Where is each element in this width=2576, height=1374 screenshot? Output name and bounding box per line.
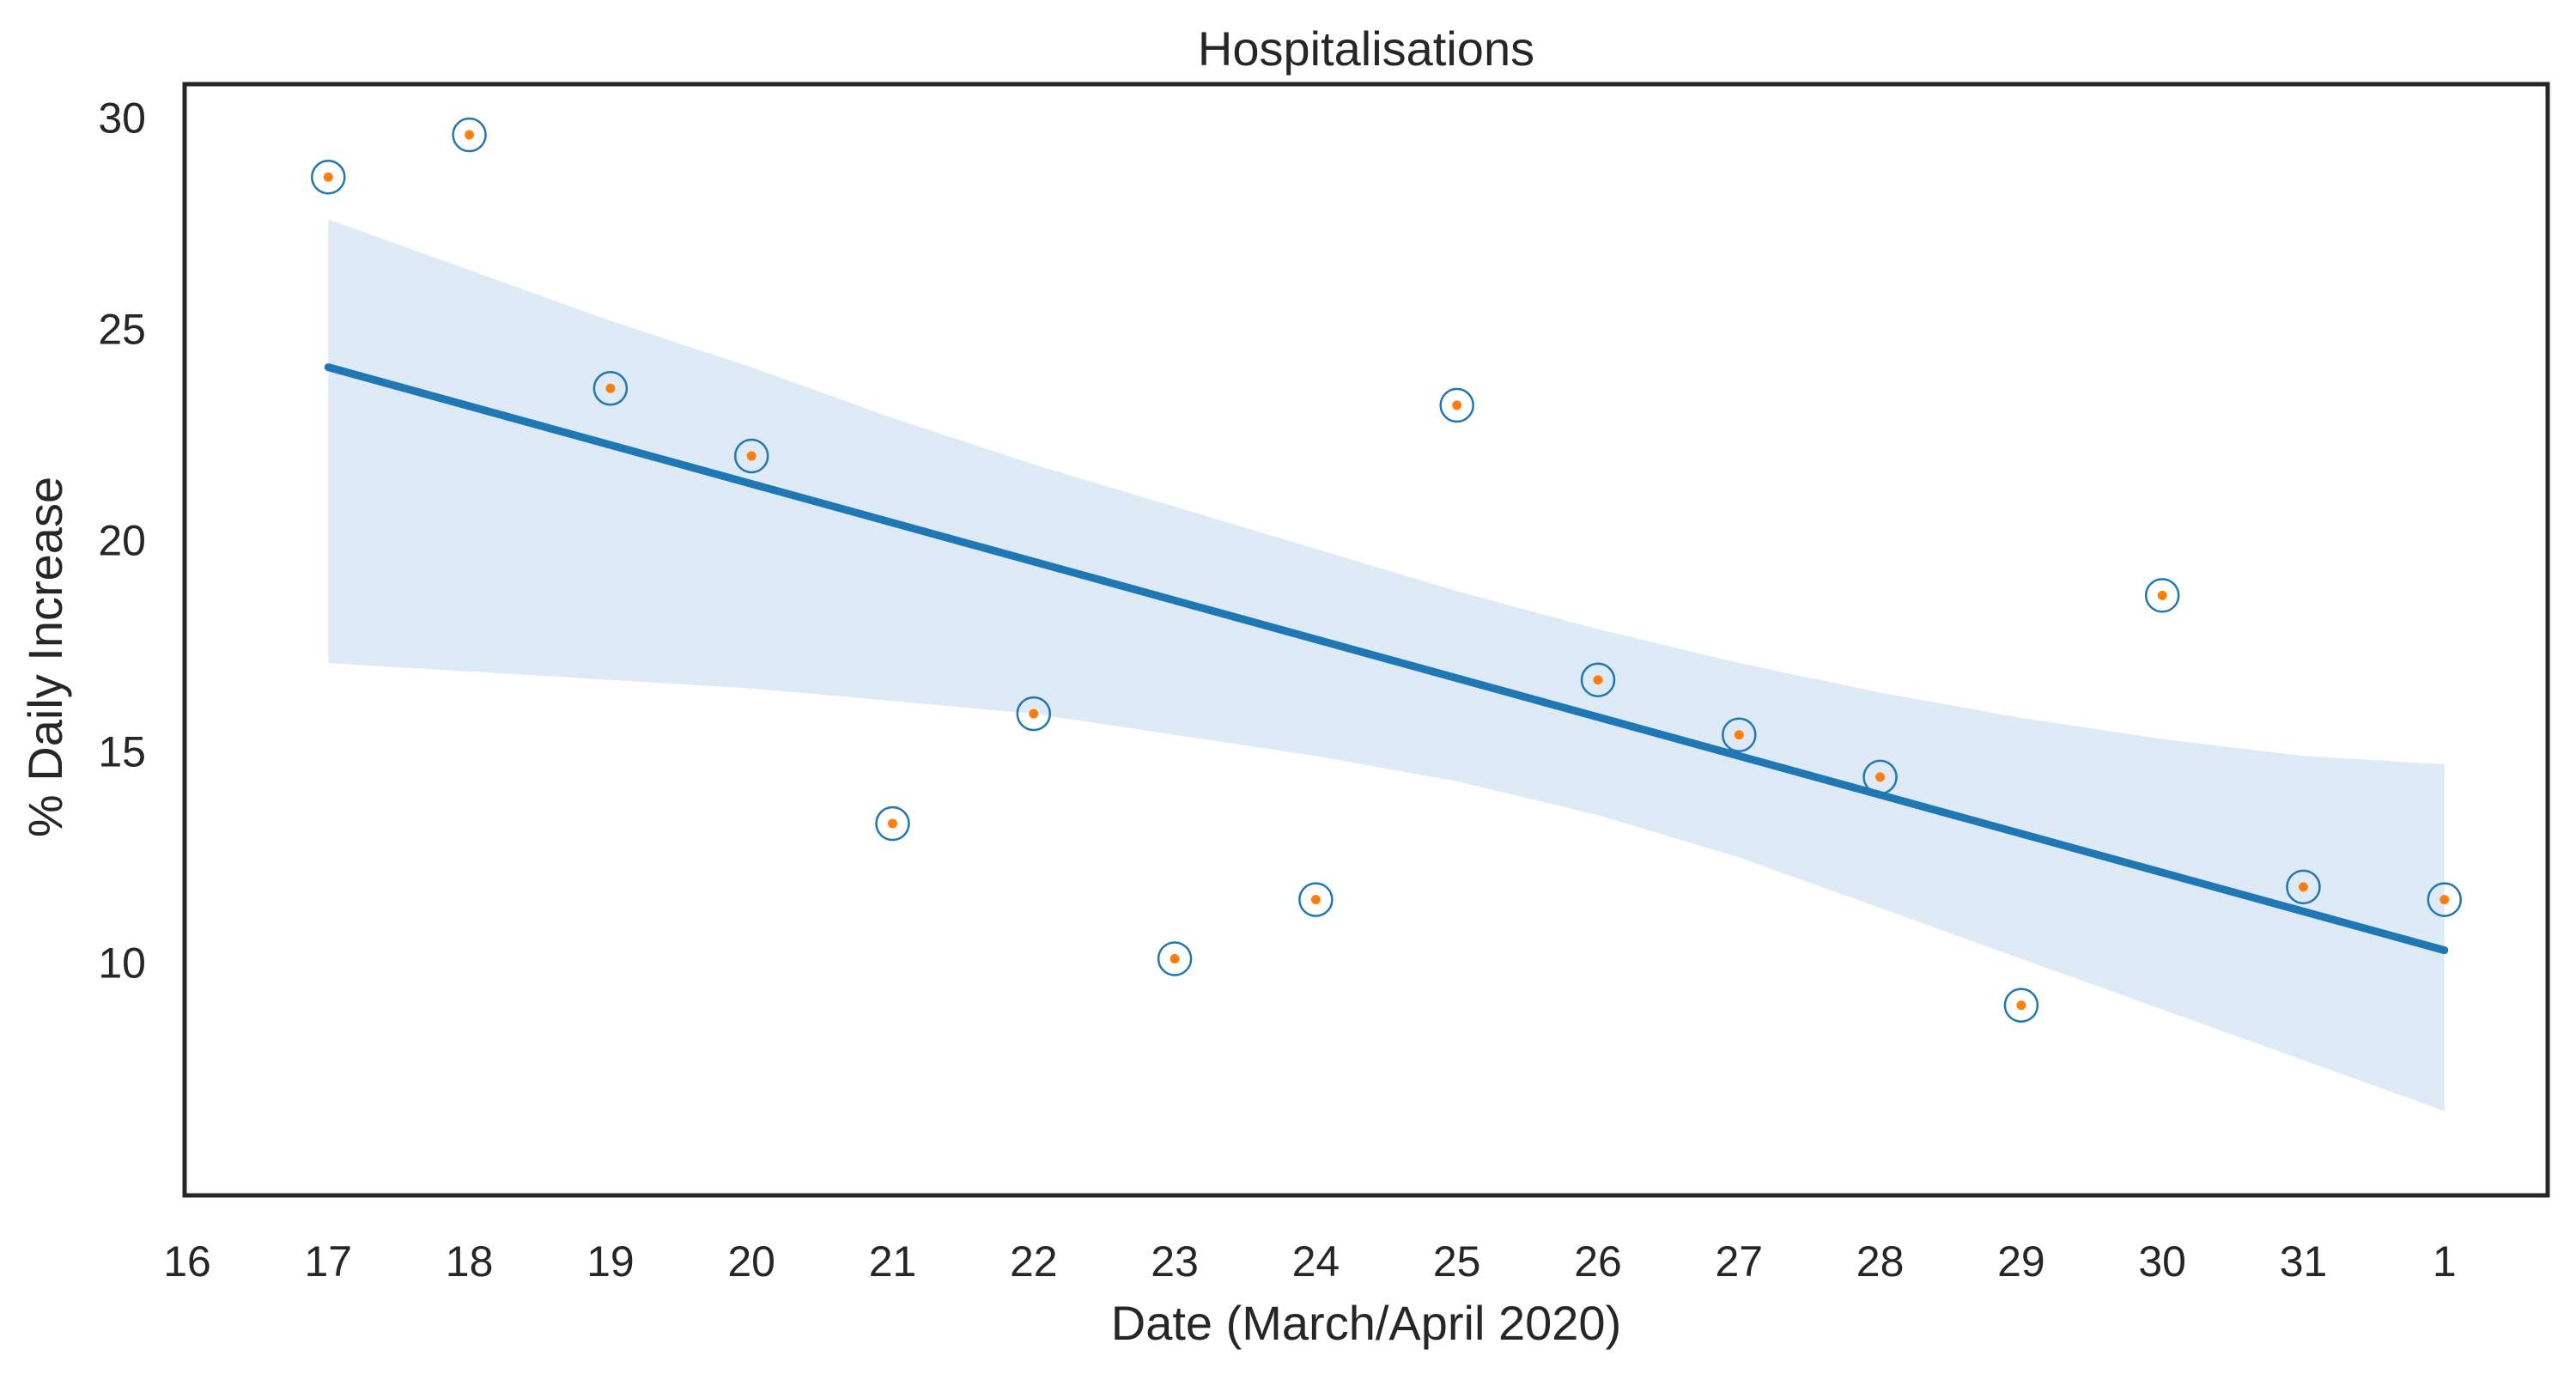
- data-point-ring: [1298, 882, 1334, 917]
- data-point-dot: [2016, 1000, 2026, 1011]
- data-point-dot: [2439, 895, 2450, 905]
- data-point-dot: [1029, 708, 1039, 719]
- x-tick-label: 28: [1856, 1237, 1905, 1286]
- data-point-dot: [323, 172, 333, 182]
- data-point: [1862, 759, 1898, 795]
- y-tick-label: 15: [98, 727, 146, 775]
- data-point-dot: [465, 130, 475, 140]
- data-point-ring: [2286, 869, 2321, 905]
- x-axis-label: Date (March/April 2020): [1111, 1296, 1621, 1350]
- data-point-ring: [311, 159, 346, 195]
- x-tick-label: 31: [2280, 1237, 2328, 1286]
- data-point: [1439, 387, 1474, 423]
- data-point-ring: [2144, 578, 2180, 613]
- data-point: [875, 806, 910, 842]
- data-point: [311, 159, 346, 195]
- data-point-ring: [875, 806, 910, 842]
- x-tick-label: 19: [586, 1237, 635, 1286]
- x-tick-label: 18: [446, 1237, 494, 1286]
- data-point: [2144, 578, 2180, 613]
- data-point-ring: [2003, 988, 2039, 1023]
- y-tick-label: 10: [98, 939, 146, 987]
- data-point-ring: [592, 371, 629, 406]
- regression-line: [324, 363, 2449, 955]
- data-point-dot: [2299, 882, 2308, 892]
- data-point-ring: [1439, 387, 1474, 423]
- data-point-dot: [1310, 895, 1321, 905]
- chart-title: Hospitalisations: [1198, 21, 1534, 76]
- x-tick-label: 21: [869, 1237, 917, 1286]
- data-point: [1722, 717, 1757, 752]
- data-point-ring: [1580, 662, 1616, 697]
- x-tick-label: 30: [2138, 1237, 2186, 1286]
- x-tick-label: 17: [304, 1237, 352, 1286]
- data-point: [733, 438, 769, 474]
- x-tick-label: 23: [1151, 1237, 1199, 1286]
- data-point-dot: [1593, 675, 1603, 685]
- x-tick-label: 20: [727, 1237, 775, 1286]
- data-point-ring: [1722, 717, 1757, 752]
- data-point-dot: [2157, 590, 2167, 600]
- plot-area: [182, 82, 2550, 1198]
- x-tick-label: 16: [163, 1237, 211, 1286]
- data-point: [2286, 869, 2321, 905]
- data-point-ring: [452, 117, 487, 153]
- data-point: [1016, 696, 1052, 732]
- data-point: [2427, 882, 2463, 917]
- y-tick-label: 20: [98, 516, 146, 564]
- x-tick-label: 22: [1010, 1237, 1058, 1286]
- x-tick-label: 25: [1433, 1237, 1481, 1286]
- data-point-dot: [1734, 730, 1744, 740]
- data-point-dot: [1875, 772, 1886, 782]
- y-axis-label: % Daily Increase: [18, 477, 72, 837]
- y-tick-label: 25: [98, 305, 146, 353]
- y-tick-label: 30: [98, 94, 146, 142]
- data-point: [1580, 662, 1616, 697]
- data-point-dot: [605, 383, 616, 393]
- data-point-dot: [1452, 400, 1462, 410]
- data-point-ring: [1862, 759, 1898, 795]
- data-point-dot: [888, 818, 897, 829]
- data-point-dot: [1170, 953, 1180, 964]
- y-axis-ticks: 10 15 20 25 30: [98, 94, 146, 987]
- data-point-ring: [733, 438, 769, 474]
- data-point: [1298, 882, 1334, 917]
- x-tick-label: 26: [1574, 1237, 1622, 1286]
- plot-frame: [182, 82, 2550, 1198]
- data-point: [1157, 941, 1193, 976]
- x-tick-label: 1: [2433, 1237, 2457, 1286]
- confidence-band: [328, 219, 2445, 1111]
- x-tick-label: 27: [1715, 1237, 1763, 1286]
- data-point-ring: [2427, 882, 2463, 917]
- x-tick-label: 29: [1997, 1237, 2045, 1286]
- data-point: [592, 371, 629, 406]
- data-point: [2003, 988, 2039, 1023]
- x-tick-label: 24: [1292, 1237, 1340, 1286]
- data-point-ring: [1016, 696, 1052, 732]
- data-point-dot: [746, 451, 756, 461]
- data-point-ring: [1157, 941, 1193, 976]
- data-point: [452, 117, 487, 153]
- x-axis-ticks: 16 17 18 19 20 21 22 23 24 25 26 27 28 29 30 31 1: [163, 1237, 2457, 1286]
